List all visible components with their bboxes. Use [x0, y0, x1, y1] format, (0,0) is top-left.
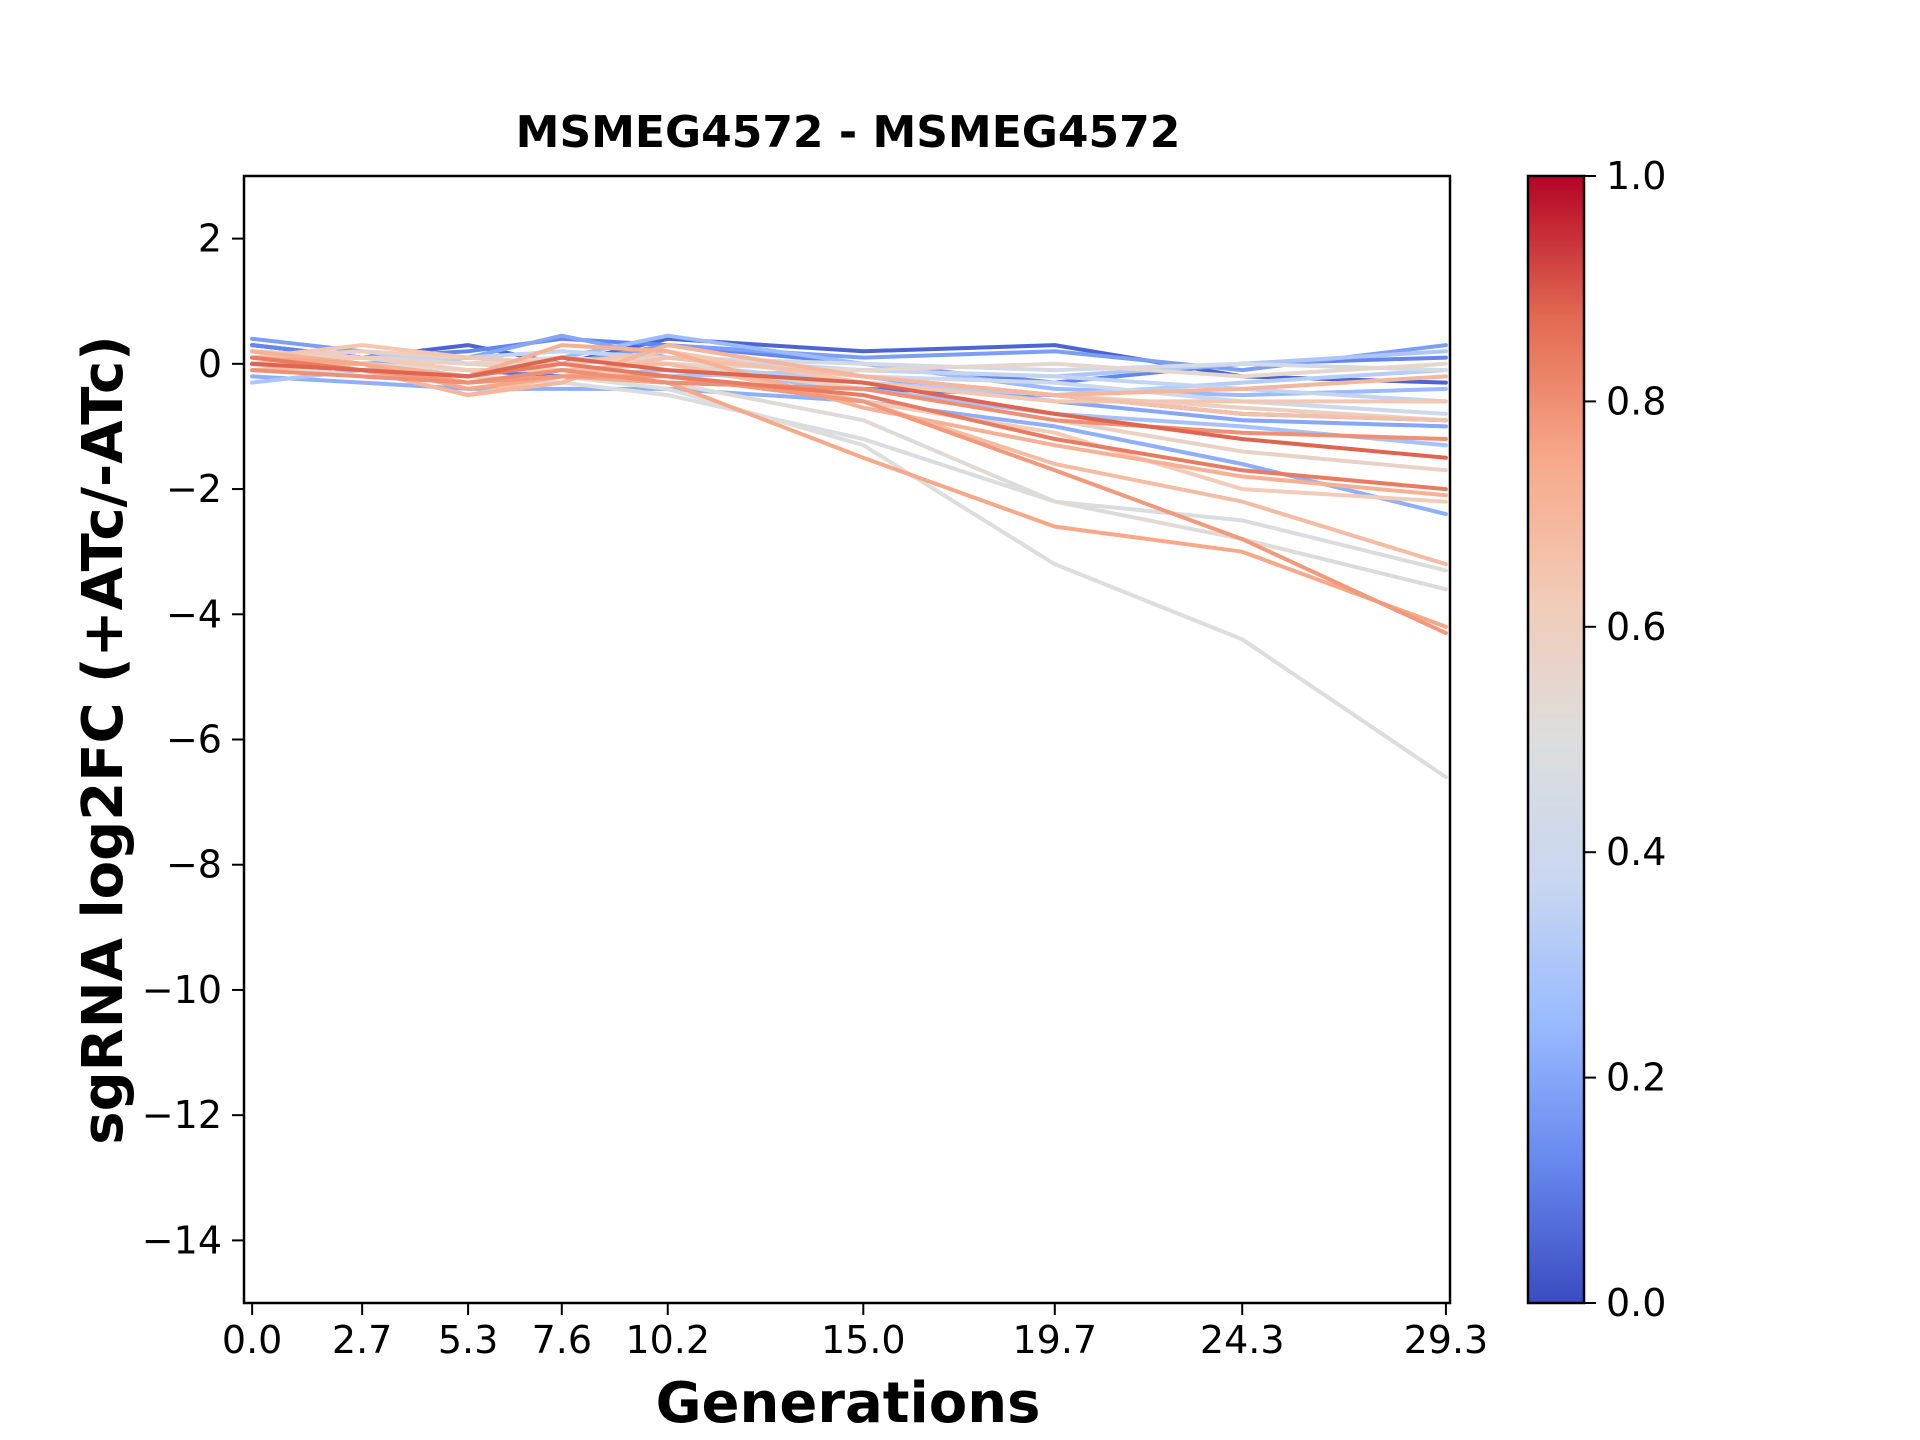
- y-tick-label: 0: [198, 342, 222, 386]
- y-tick-label: −2: [166, 467, 222, 511]
- series-line-30: [250, 355, 1448, 460]
- series-line-25: [250, 343, 1448, 498]
- colorbar-tick-label: 0.8: [1606, 379, 1666, 423]
- series-line-28: [250, 368, 1448, 441]
- y-tick-label: −8: [166, 843, 222, 887]
- colorbar-tick-label: 0.6: [1606, 605, 1666, 649]
- x-tick-label: 10.2: [625, 1318, 710, 1362]
- x-tick-label: 2.7: [332, 1318, 392, 1362]
- y-axis-label: sgRNA log2FC (+ATc/-ATc): [71, 335, 136, 1145]
- x-tick-label: 24.3: [1200, 1318, 1285, 1362]
- x-tick-label: 7.6: [532, 1318, 592, 1362]
- x-tick-label: 19.7: [1012, 1318, 1097, 1362]
- x-tick-label: 5.3: [438, 1318, 498, 1362]
- colorbar-tick-label: 0.4: [1606, 830, 1666, 874]
- y-tick-label: −6: [166, 718, 222, 762]
- y-tick-label: −4: [166, 592, 222, 636]
- colorbar-tick-label: 1.0: [1606, 154, 1666, 198]
- series-line-23: [250, 361, 1448, 567]
- chart-title: MSMEG4572 - MSMEG4572: [516, 107, 1181, 158]
- y-tick-label: −14: [142, 1218, 222, 1262]
- colorbar-tick-label: 0.2: [1606, 1056, 1666, 1100]
- y-tick-label: 2: [198, 217, 222, 261]
- y-tick-label: −12: [142, 1093, 222, 1137]
- colorbar-axis: 0.0 0.2 0.4 0.6 0.8 1.0: [1584, 154, 1666, 1325]
- plot-area: [244, 176, 1450, 1303]
- series-layer: [250, 333, 1448, 780]
- x-axis: 0.0 2.7 5.3 7.6 10.2 15.0 19.7 24.3 29.3: [222, 1303, 1488, 1362]
- y-tick-label: −10: [142, 968, 222, 1012]
- y-axis: 2 0 −2 −4 −6 −8 −10 −12 −14: [142, 217, 244, 1262]
- x-axis-label: Generations: [656, 1371, 1041, 1436]
- x-tick-label: 15.0: [821, 1318, 906, 1362]
- x-tick-label: 0.0: [222, 1318, 282, 1362]
- x-tick-label: 29.3: [1404, 1318, 1489, 1362]
- colorbar: [1526, 174, 1586, 1305]
- colorbar-tick-label: 0.0: [1606, 1281, 1666, 1325]
